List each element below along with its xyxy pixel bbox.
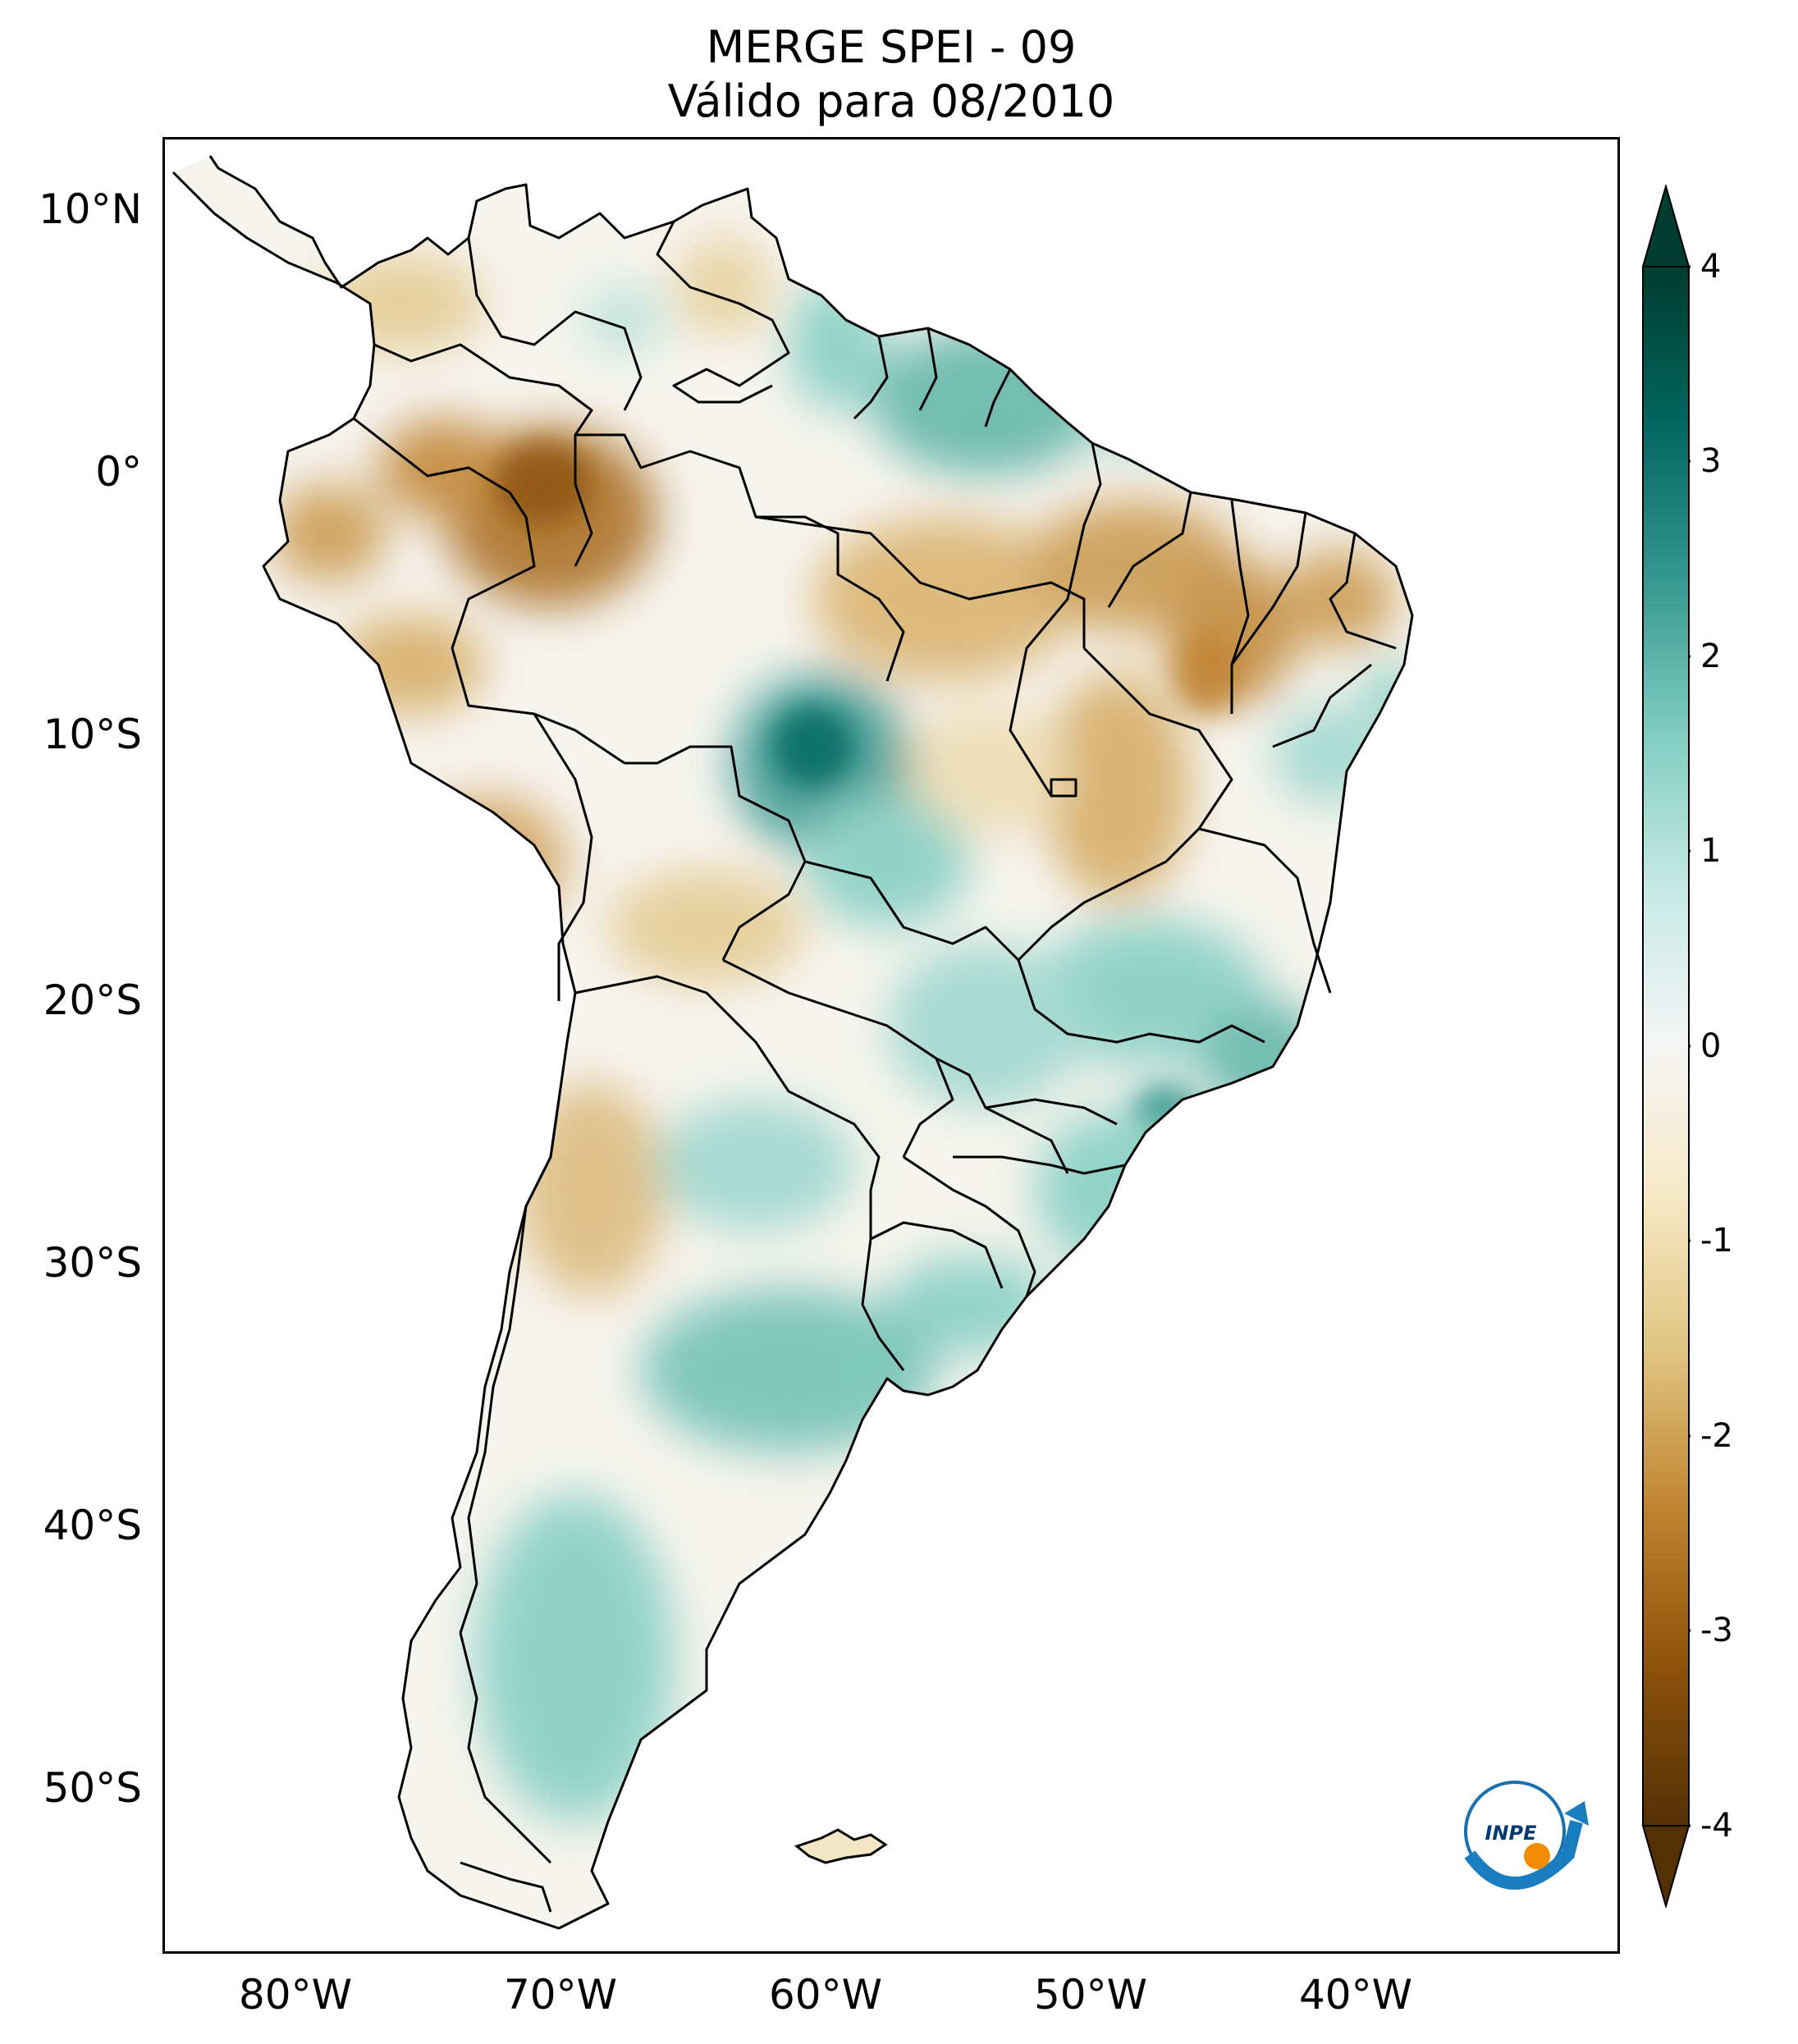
map-panel: INPE [162, 137, 1620, 1954]
map-title: MERGE SPEI - 09 [706, 21, 1077, 73]
colorbar-tick-label: -1 [1700, 1222, 1733, 1260]
lat-tick-label: 50°S [43, 1764, 142, 1812]
inpe-logo: INPE [1464, 1781, 1589, 1890]
colorbar-body [1642, 266, 1690, 1827]
colorbar-tick-label: -4 [1700, 1807, 1733, 1845]
colorbar-tick-label: -2 [1700, 1417, 1733, 1455]
lon-tick-label: 70°W [503, 1971, 618, 2019]
lat-tick-label: 40°S [43, 1502, 142, 1549]
colorbar-tick-label: -3 [1700, 1612, 1733, 1649]
colorbar-tick-label: 1 [1700, 832, 1722, 870]
lat-tick-label: 10°N [38, 185, 142, 233]
colorbar [1641, 185, 1690, 1908]
colorbar-min-extend [1641, 1825, 1690, 1908]
map-canvas: INPE [172, 155, 1589, 1930]
logo-text: INPE [1485, 1822, 1538, 1845]
colorbar-tick-label: 0 [1700, 1027, 1722, 1065]
map-subtitle: Válido para 08/2010 [667, 75, 1115, 127]
lat-tick-label: 30°S [43, 1239, 142, 1287]
falkland-islands [794, 1828, 888, 1864]
political-borders [353, 221, 1397, 1913]
lat-tick-label: 10°S [43, 711, 142, 758]
colorbar-tick-label: 3 [1700, 442, 1722, 480]
lon-tick-label: 40°W [1298, 1971, 1413, 2019]
lon-tick-label: 60°W [768, 1971, 883, 2019]
lon-tick-label: 80°W [238, 1971, 353, 2019]
lat-tick-label: 0° [95, 448, 142, 496]
colorbar-tick-label: 2 [1700, 638, 1722, 675]
colorbar-tick-label: 4 [1700, 248, 1722, 286]
colorbar-max-extend [1641, 185, 1690, 268]
lon-tick-label: 50°W [1033, 1971, 1148, 2019]
coastline [172, 155, 1414, 1930]
lat-tick-label: 20°S [43, 976, 142, 1024]
